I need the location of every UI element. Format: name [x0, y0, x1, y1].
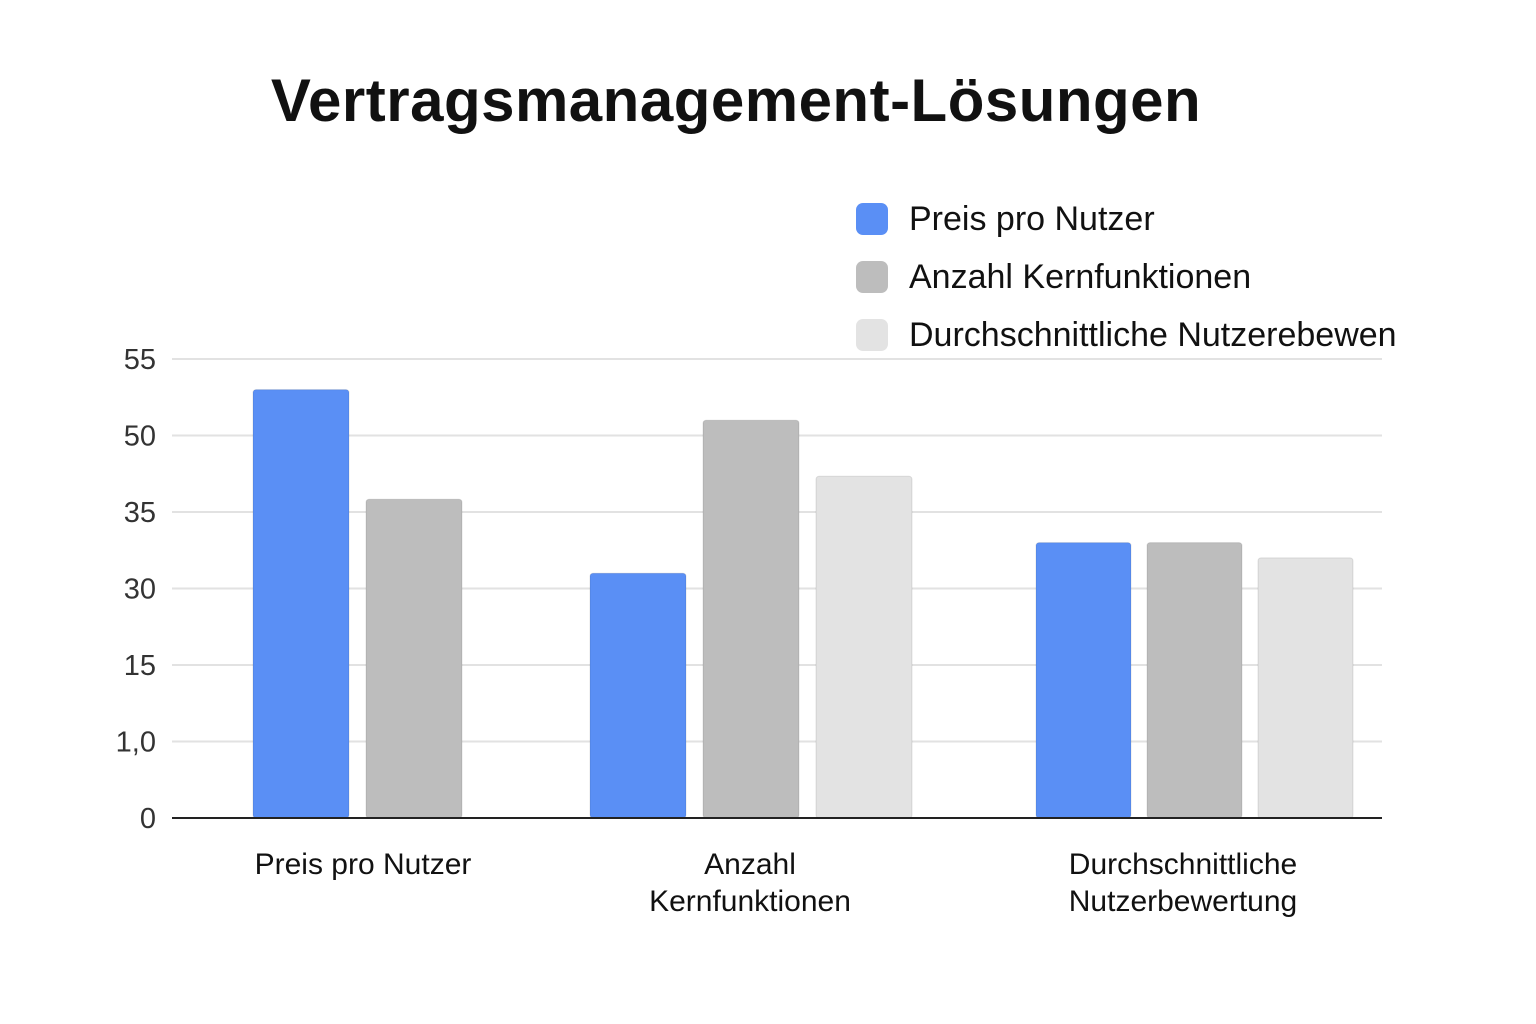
legend-label-preis: Preis pro Nutzer: [909, 199, 1155, 238]
legend-item-bewertung: Durchschnittliche Nutzerebewen: [856, 306, 1397, 364]
y-tick-label: 0: [140, 803, 156, 835]
legend-label-kernfunktionen: Anzahl Kernfunktionen: [909, 257, 1252, 296]
legend-swatch-bewertung: [856, 319, 888, 351]
y-tick-label: 15: [124, 650, 156, 682]
x-category-label: Durchschnittliche: [1069, 848, 1297, 881]
y-tick-label: 55: [124, 344, 156, 376]
chart-title: Vertragsmanagement-Lösungen: [270, 67, 1202, 134]
bar: [815, 475, 913, 819]
legend-item-preis: Preis pro Nutzer: [856, 190, 1397, 248]
legend-label-bewertung: Durchschnittliche Nutzerebewen: [909, 315, 1397, 354]
legend-swatch-preis: [856, 203, 888, 235]
bar: [589, 572, 687, 819]
x-category-label: Preis pro Nutzer: [255, 848, 472, 881]
legend-swatch-kernfunktionen: [856, 261, 888, 293]
bar: [252, 389, 350, 819]
y-tick-label: 30: [124, 574, 156, 606]
y-tick-label: 35: [124, 497, 156, 529]
bar: [365, 498, 463, 819]
bar: [702, 419, 800, 819]
x-category-label: Anzahl: [704, 848, 796, 881]
legend: Preis pro Nutzer Anzahl Kernfunktionen D…: [856, 190, 1397, 364]
bar: [1035, 542, 1132, 819]
bar: [1146, 542, 1243, 819]
y-tick-label: 1,0: [116, 727, 156, 759]
legend-item-kernfunktionen: Anzahl Kernfunktionen: [856, 248, 1397, 306]
x-category-label: Kernfunktionen: [649, 885, 851, 918]
x-category-label: Nutzerbewertung: [1069, 885, 1297, 918]
y-tick-label: 50: [124, 421, 156, 453]
bar: [1257, 557, 1354, 819]
